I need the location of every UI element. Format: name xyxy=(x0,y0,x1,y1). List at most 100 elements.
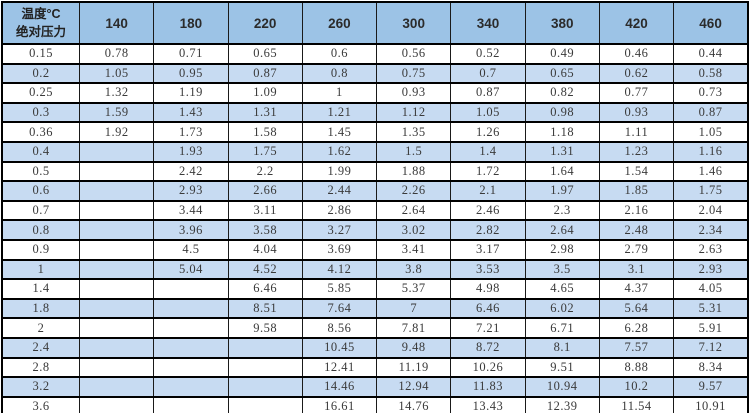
table-cell: 13.43 xyxy=(450,395,526,413)
table-row: 0.5 2.42 2.2 1.99 1.88 1.72 1.64 1.54 1.46 xyxy=(1,160,749,183)
table-cell: 0.65 xyxy=(227,43,303,65)
table-cell xyxy=(153,278,229,300)
table-cell xyxy=(227,356,303,379)
table-cell: 2.46 xyxy=(450,199,526,222)
table-cell: 1.73 xyxy=(153,121,229,143)
table-cell: 0.82 xyxy=(524,82,600,104)
table-cell: 1.4 xyxy=(450,140,526,163)
table-cell: 3.8 xyxy=(376,258,452,281)
table-cell: 7.21 xyxy=(450,317,526,339)
table-cell: 6.46 xyxy=(450,297,526,320)
table-cell: 2.98 xyxy=(524,238,600,261)
row-header-pressure: 0.6 xyxy=(1,180,80,202)
row-header-pressure: 1 xyxy=(1,258,80,281)
corner-header-cell: 温度°C 绝对压力 xyxy=(1,1,80,45)
table-cell: 16.61 xyxy=(301,395,378,413)
table-cell: 1.16 xyxy=(673,140,749,163)
table-cell: 5.91 xyxy=(673,317,749,339)
table-cell: 12.94 xyxy=(376,376,452,398)
table-cell: 6.46 xyxy=(227,278,303,300)
table-cell: 2.82 xyxy=(450,219,526,241)
table-cell xyxy=(78,297,155,320)
table-cell: 4.05 xyxy=(673,278,749,300)
table-cell: 0.87 xyxy=(673,101,749,124)
row-header-pressure: 3.6 xyxy=(1,395,80,413)
table-cell: 1.54 xyxy=(598,160,675,183)
table-cell: 3.27 xyxy=(301,219,378,241)
table-cell: 0.71 xyxy=(153,43,229,65)
table-body: 0.15 0.78 0.71 0.65 0.6 0.56 0.52 0.49 0.46 0.44 0… xyxy=(1,43,749,413)
row-header-pressure: 3.2 xyxy=(1,376,80,398)
table-cell: 2.3 xyxy=(524,199,600,222)
table-cell xyxy=(78,219,155,241)
table-cell: 0.58 xyxy=(673,62,749,85)
table-row: 0.6 2.93 2.66 2.44 2.26 2.1 1.97 1.85 1.75 xyxy=(1,180,749,202)
column-header-420: 420 xyxy=(598,1,675,45)
table-cell: 1.46 xyxy=(673,160,749,183)
table-cell: 1.11 xyxy=(598,121,675,143)
table-cell: 0.49 xyxy=(524,43,600,65)
table-cell: 1.09 xyxy=(227,82,303,104)
row-header-pressure: 0.25 xyxy=(1,82,80,104)
table-cell: 1.75 xyxy=(673,180,749,202)
table-cell: 2.1 xyxy=(450,180,526,202)
table-cell: 2.2 xyxy=(227,160,303,183)
table-cell: 4.65 xyxy=(524,278,600,300)
table-cell: 2.26 xyxy=(376,180,452,202)
header-row: 温度°C 绝对压力 140 180 220 260 300 340 380 420 460 xyxy=(1,1,749,45)
table-row: 2.4 10.45 9.48 8.72 8.1 7.57 7.12 xyxy=(1,336,749,359)
table-row: 3.6 16.61 14.76 13.43 12.39 11.54 10.91 xyxy=(1,395,749,413)
table-cell: 5.64 xyxy=(598,297,675,320)
table-cell: 0.6 xyxy=(301,43,378,65)
row-header-pressure: 0.9 xyxy=(1,238,80,261)
column-header-260: 260 xyxy=(301,1,378,45)
table-cell: 10.91 xyxy=(673,395,749,413)
table-cell: 9.48 xyxy=(376,336,452,359)
table-cell: 0.56 xyxy=(376,43,452,65)
table-row: 0.2 1.05 0.95 0.87 0.8 0.75 0.7 0.65 0.62 0.58 xyxy=(1,62,749,85)
table-cell: 1.12 xyxy=(376,101,452,124)
row-header-pressure: 2.4 xyxy=(1,336,80,359)
column-header-380: 380 xyxy=(524,1,600,45)
row-header-pressure: 0.7 xyxy=(1,199,80,222)
table-cell xyxy=(153,336,229,359)
table-cell: 4.5 xyxy=(153,238,229,261)
table-cell: 1.31 xyxy=(227,101,303,124)
table-cell: 8.56 xyxy=(301,317,378,339)
table-cell: 0.78 xyxy=(78,43,155,65)
table-cell: 2.63 xyxy=(673,238,749,261)
table-cell: 1.23 xyxy=(598,140,675,163)
table-cell: 1.32 xyxy=(78,82,155,104)
table-cell: 3.44 xyxy=(153,199,229,222)
table-cell: 5.85 xyxy=(301,278,378,300)
table-cell: 4.04 xyxy=(227,238,303,261)
table-cell: 8.1 xyxy=(524,336,600,359)
table-cell xyxy=(227,336,303,359)
table-cell: 3.5 xyxy=(524,258,600,281)
table-cell: 0.87 xyxy=(227,62,303,85)
table-cell: 2.42 xyxy=(153,160,229,183)
table-cell: 6.71 xyxy=(524,317,600,339)
row-header-pressure: 0.8 xyxy=(1,219,80,241)
corner-header-line1: 温度°C xyxy=(21,6,61,21)
table-cell: 1.18 xyxy=(524,121,600,143)
table-cell: 10.94 xyxy=(524,376,600,398)
table-row: 0.7 3.44 3.11 2.86 2.64 2.46 2.3 2.16 2.04 xyxy=(1,199,749,222)
table-cell xyxy=(153,317,229,339)
table-cell: 0.73 xyxy=(673,82,749,104)
table-cell: 1.5 xyxy=(376,140,452,163)
table-cell: 1.64 xyxy=(524,160,600,183)
table-header: 温度°C 绝对压力 140 180 220 260 300 340 380 420 460 xyxy=(1,1,749,45)
table-row: 0.9 4.5 4.04 3.69 3.41 3.17 2.98 2.79 2.63 xyxy=(1,238,749,261)
table-cell: 14.46 xyxy=(301,376,378,398)
table-cell: 9.57 xyxy=(673,376,749,398)
column-header-460: 460 xyxy=(673,1,749,45)
table-cell: 9.51 xyxy=(524,356,600,379)
table-cell xyxy=(153,395,229,413)
column-header-140: 140 xyxy=(78,1,155,45)
table-cell: 4.12 xyxy=(301,258,378,281)
table-cell: 0.87 xyxy=(450,82,526,104)
table-cell: 5.31 xyxy=(673,297,749,320)
table-cell: 3.17 xyxy=(450,238,526,261)
